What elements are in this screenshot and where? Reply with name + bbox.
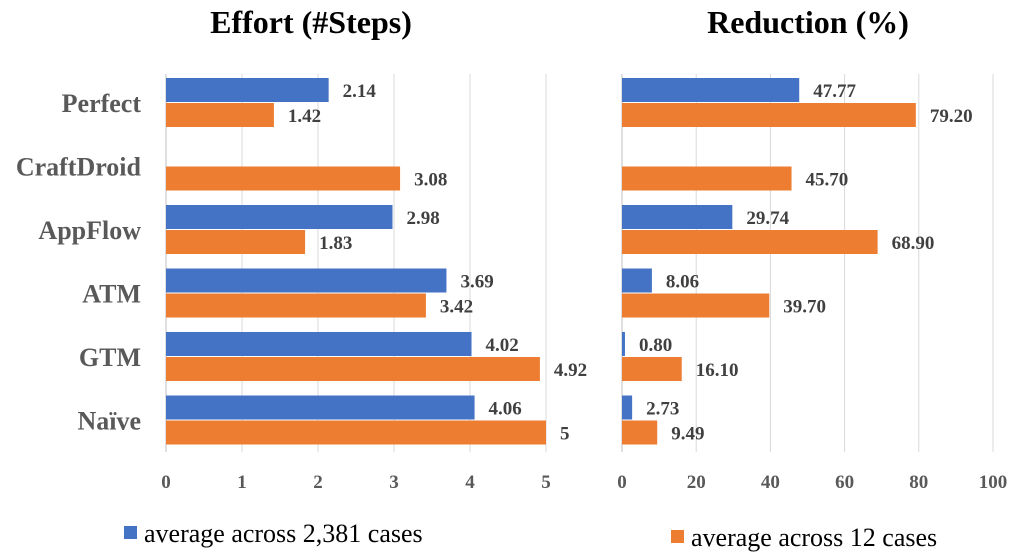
- effort-bar-blue: [166, 395, 475, 420]
- effort-data-label: 4.02: [486, 335, 519, 356]
- effort-x-tick-label: 4: [465, 472, 475, 493]
- reduction-data-label: 16.10: [696, 360, 739, 381]
- effort-data-label: 3.08: [414, 170, 447, 191]
- reduction-bar-orange: [622, 293, 770, 318]
- reduction-x-tick-label: 60: [835, 472, 854, 493]
- effort-bar-orange: [166, 357, 540, 381]
- reduction-bar-blue: [622, 78, 800, 102]
- reduction-x-tick-label: 20: [687, 472, 706, 493]
- reduction-x-tick-label: 0: [617, 472, 627, 493]
- effort-bar-orange: [166, 293, 426, 318]
- effort-bar-blue: [166, 205, 393, 229]
- reduction-data-label: 2.73: [646, 399, 679, 420]
- legend-label-2381: average across 2,381 cases: [144, 519, 423, 548]
- category-label: CraftDroid: [16, 153, 142, 182]
- legend: average across 2,381 cases average acros…: [124, 519, 937, 552]
- category-label: Naïve: [77, 407, 141, 436]
- effort-data-label: 5: [560, 424, 570, 445]
- effort-bar-blue: [166, 268, 447, 293]
- effort-x-tick-label: 0: [161, 472, 171, 493]
- reduction-bar-blue: [622, 268, 652, 293]
- effort-bar-orange: [166, 103, 274, 127]
- effort-data-label: 4.06: [489, 399, 522, 420]
- reduction-data-label: 9.49: [671, 424, 704, 445]
- reduction-bar-blue: [622, 395, 633, 420]
- category-label: GTM: [79, 343, 141, 372]
- reduction-data-label: 79.20: [930, 106, 973, 127]
- reduction-x-tick-label: 80: [909, 472, 928, 493]
- legend-swatch-blue: [124, 526, 137, 539]
- category-label: Perfect: [62, 89, 142, 118]
- effort-data-label: 1.83: [319, 233, 352, 254]
- effort-panel: 0 1 2 3 4 5 Perfect 2.14 1.42 CraftDroid 3.08 AppFl…: [16, 74, 587, 493]
- effort-data-label: 3.69: [460, 272, 493, 293]
- reduction-bar-orange: [622, 103, 916, 127]
- effort-x-tick-label: 3: [389, 472, 399, 493]
- effort-data-label: 2.98: [406, 208, 439, 229]
- reduction-panel: 0 20 40 60 80 100 47.77 79.20 45.70 29.74 68.90 8.0…: [617, 74, 1007, 493]
- effort-bar-orange: [166, 166, 401, 191]
- effort-bar-blue: [166, 332, 472, 356]
- reduction-bar-orange: [622, 357, 682, 381]
- effort-data-label: 1.42: [288, 106, 321, 127]
- legend-label-12: average across 12 cases: [691, 523, 937, 552]
- reduction-x-tick-label: 40: [761, 472, 780, 493]
- reduction-data-label: 8.06: [666, 272, 699, 293]
- reduction-data-label: 0.80: [639, 335, 672, 356]
- category-label: AppFlow: [38, 216, 141, 245]
- reduction-bar-orange: [622, 166, 792, 191]
- effort-bar-orange: [166, 230, 306, 254]
- reduction-x-tick-label: 100: [979, 472, 1008, 493]
- reduction-bar-blue: [622, 332, 625, 356]
- reduction-bar-blue: [622, 205, 733, 229]
- chart-title-effort: Effort (#Steps): [210, 4, 412, 40]
- effort-x-tick-label: 2: [313, 472, 323, 493]
- effort-x-tick-label: 1: [237, 472, 247, 493]
- effort-x-tick-label: 5: [541, 472, 551, 493]
- category-label: ATM: [82, 280, 141, 309]
- reduction-data-label: 29.74: [746, 208, 789, 229]
- effort-bar-blue: [166, 78, 329, 102]
- legend-swatch-orange: [671, 530, 684, 543]
- reduction-data-label: 45.70: [806, 170, 849, 191]
- reduction-data-label: 47.77: [813, 81, 856, 102]
- effort-data-label: 4.92: [554, 360, 587, 381]
- effort-data-label: 3.42: [440, 297, 473, 318]
- effort-bar-orange: [166, 420, 546, 445]
- reduction-bar-orange: [622, 230, 878, 254]
- reduction-data-label: 39.70: [783, 297, 826, 318]
- reduction-data-label: 68.90: [892, 233, 935, 254]
- reduction-bar-orange: [622, 420, 658, 445]
- chart-title-reduction: Reduction (%): [707, 4, 909, 40]
- effort-data-label: 2.14: [343, 81, 377, 102]
